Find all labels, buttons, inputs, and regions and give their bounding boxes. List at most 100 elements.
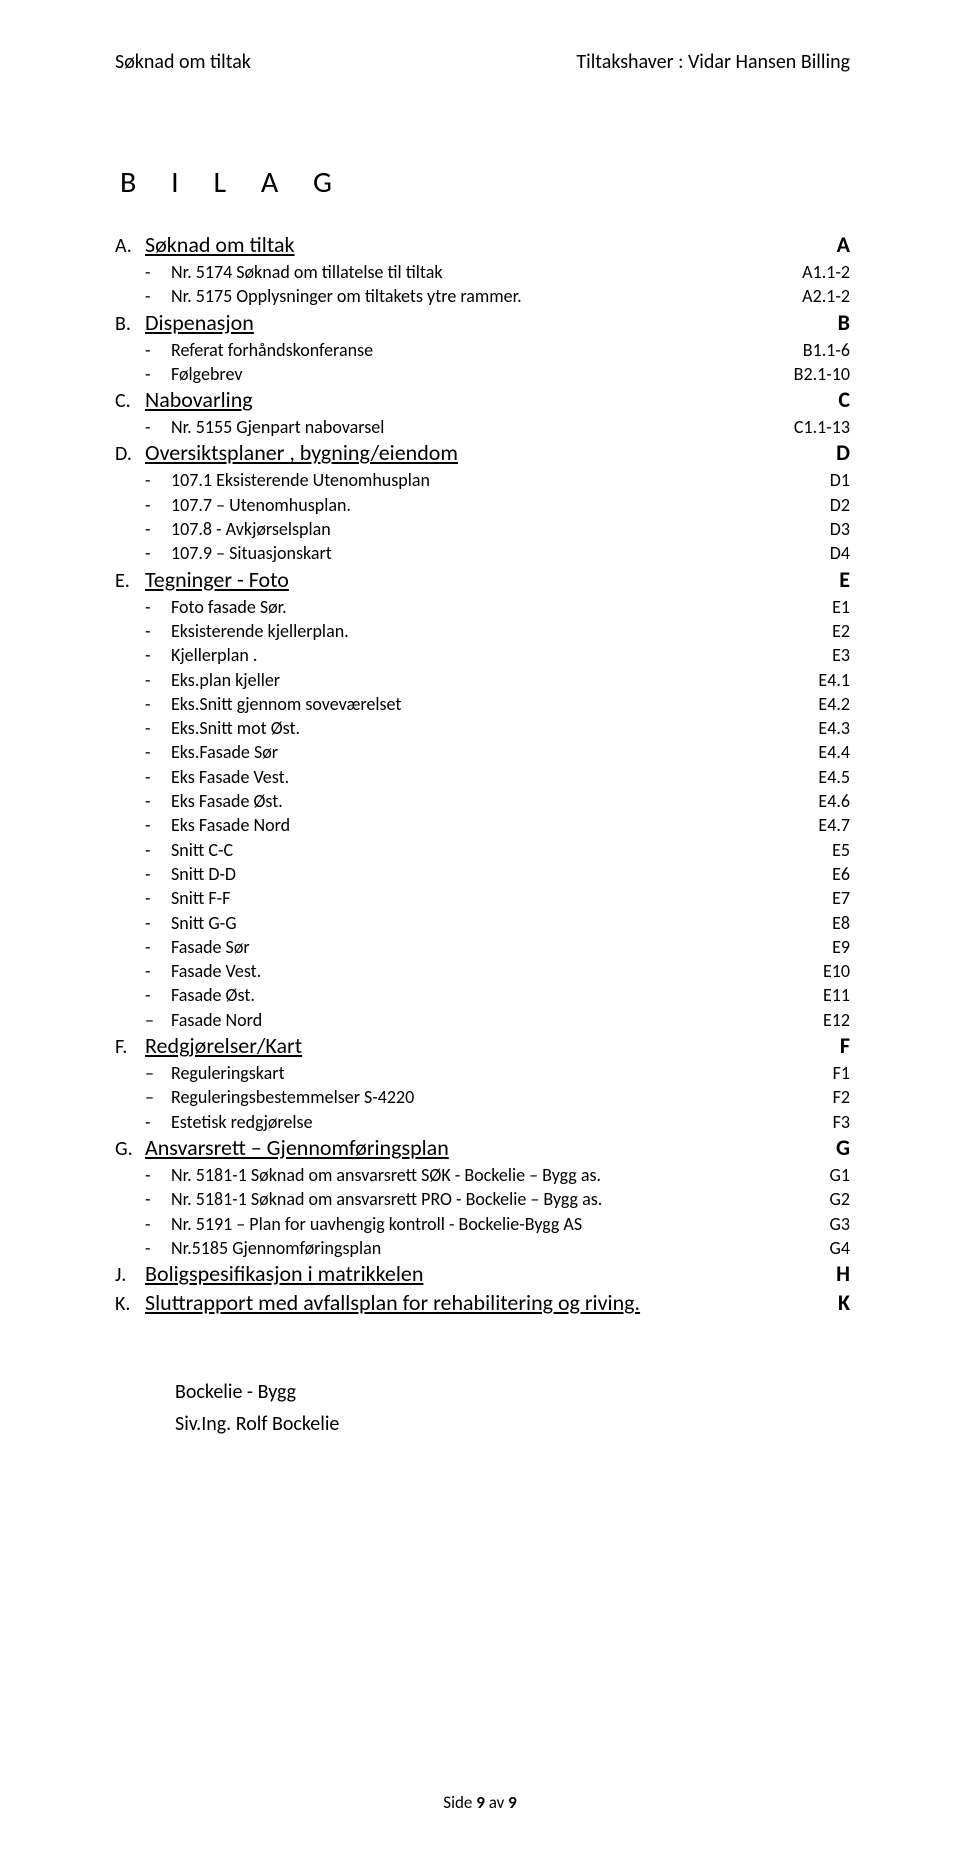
section-code: A bbox=[837, 231, 850, 258]
section-name: Boligspesifikasjon i matrikkelen bbox=[145, 1260, 423, 1287]
item-label: Foto fasade Sør. bbox=[171, 595, 287, 619]
item-label: Eks Fasade Øst. bbox=[171, 789, 283, 813]
list-item-left: -Nr. 5181-1 Søknad om ansvarsrett SØK - … bbox=[145, 1163, 601, 1187]
list-item: -107.9 – SituasjonskartD4 bbox=[115, 541, 850, 565]
section-header: J.Boligspesifikasjon i matrikkelenH bbox=[115, 1260, 850, 1287]
list-item-left: -Eksisterende kjellerplan. bbox=[145, 619, 349, 643]
section-code: H bbox=[836, 1260, 850, 1287]
item-label: Snitt C-C bbox=[171, 838, 233, 862]
item-code: E4.7 bbox=[818, 813, 850, 837]
header-right: Tiltakshaver : Vidar Hansen Billing bbox=[576, 50, 850, 74]
list-item: -107.1 Eksisterende UtenomhusplanD1 bbox=[115, 468, 850, 492]
list-item-left: -Snitt C-C bbox=[145, 838, 233, 862]
section-header-left: E.Tegninger - Foto bbox=[115, 566, 289, 593]
list-item: –Reguleringskart F1 bbox=[115, 1061, 850, 1085]
list-item: -107.8 - AvkjørselsplanD3 bbox=[115, 517, 850, 541]
item-code: E2 bbox=[832, 619, 850, 643]
section-name: Tegninger - Foto bbox=[145, 566, 289, 593]
item-code: E12 bbox=[823, 1008, 850, 1032]
item-label: Nr. 5191 – Plan for uavhengig kontroll -… bbox=[171, 1212, 582, 1236]
bullet-icon: - bbox=[145, 1236, 171, 1260]
bullet-icon: - bbox=[145, 886, 171, 910]
section-header: F.Redgjørelser/KartF bbox=[115, 1032, 850, 1059]
item-label: 107.7 – Utenomhusplan. bbox=[171, 493, 351, 517]
section-header-left: A.Søknad om tiltak bbox=[115, 231, 294, 258]
bullet-icon: – bbox=[145, 1061, 171, 1085]
section-name: Nabovarling bbox=[145, 386, 253, 413]
list-item: -Snitt F-FE7 bbox=[115, 886, 850, 910]
list-item-left: -Nr. 5174 Søknad om tillatelse til tilta… bbox=[145, 260, 443, 284]
item-code: E9 bbox=[832, 935, 850, 959]
list-item: -Foto fasade Sør. E1 bbox=[115, 595, 850, 619]
page-header: Søknad om tiltak Tiltakshaver : Vidar Ha… bbox=[115, 50, 850, 74]
list-item-left: -Fasade Sør bbox=[145, 935, 250, 959]
item-code: E11 bbox=[823, 983, 850, 1007]
list-item-left: -Eks Fasade Vest. bbox=[145, 765, 289, 789]
item-code: E4.3 bbox=[818, 716, 850, 740]
list-item-left: -Fasade Vest. bbox=[145, 959, 261, 983]
section-letter: A. bbox=[115, 234, 145, 258]
list-item: -Fasade Øst.E11 bbox=[115, 983, 850, 1007]
bullet-icon: - bbox=[145, 595, 171, 619]
item-code: F3 bbox=[833, 1110, 850, 1134]
item-label: Nr.5185 Gjennomføringsplan bbox=[171, 1236, 381, 1260]
item-label: 107.8 - Avkjørselsplan bbox=[171, 517, 331, 541]
item-code: G4 bbox=[830, 1236, 850, 1260]
footer-total: 9 bbox=[508, 1792, 517, 1813]
bullet-icon: - bbox=[145, 1212, 171, 1236]
list-item-left: -Eks.Snitt gjennom soveværelset bbox=[145, 692, 401, 716]
main-title: B I L A G bbox=[120, 164, 850, 201]
section-name: Søknad om tiltak bbox=[145, 231, 294, 258]
item-label: Fasade Sør bbox=[171, 935, 250, 959]
list-item-left: -Nr. 5181-1 Søknad om ansvarsrett PRO - … bbox=[145, 1187, 602, 1211]
section-header-left: F.Redgjørelser/Kart bbox=[115, 1032, 302, 1059]
section-header-left: D.Oversiktsplaner , bygning/eiendom bbox=[115, 439, 458, 466]
bullet-icon: – bbox=[145, 1085, 171, 1109]
section-code: G bbox=[836, 1134, 850, 1161]
item-code: E6 bbox=[832, 862, 850, 886]
list-item-left: -Kjellerplan . bbox=[145, 643, 257, 667]
bullet-icon: - bbox=[145, 983, 171, 1007]
bullet-icon: - bbox=[145, 813, 171, 837]
section-letter: K. bbox=[115, 1292, 145, 1316]
item-code: G2 bbox=[830, 1187, 850, 1211]
bullet-icon: - bbox=[145, 911, 171, 935]
list-item-left: -Eks.Fasade Sør bbox=[145, 740, 278, 764]
section-code: K bbox=[838, 1289, 850, 1316]
item-code: F2 bbox=[833, 1085, 850, 1109]
item-code: F1 bbox=[833, 1061, 850, 1085]
list-item: -Eksisterende kjellerplan. E2 bbox=[115, 619, 850, 643]
footer-page: 9 bbox=[476, 1792, 485, 1813]
sections-container: A.Søknad om tiltak A -Nr. 5174 Søknad om t… bbox=[115, 231, 850, 1316]
list-item: -Referat forhåndskonferanseB1.1-6 bbox=[115, 338, 850, 362]
list-item: -Kjellerplan .E3 bbox=[115, 643, 850, 667]
item-label: Reguleringsbestemmelser S-4220 bbox=[171, 1085, 414, 1109]
bullet-icon: - bbox=[145, 362, 171, 386]
item-label: Eks.plan kjeller bbox=[171, 668, 280, 692]
list-item: -Nr. 5191 – Plan for uavhengig kontroll … bbox=[115, 1212, 850, 1236]
bullet-icon: - bbox=[145, 541, 171, 565]
section-header: B.DispenasjonB bbox=[115, 309, 850, 336]
item-label: 107.1 Eksisterende Utenomhusplan bbox=[171, 468, 430, 492]
list-item-left: -Nr. 5191 – Plan for uavhengig kontroll … bbox=[145, 1212, 582, 1236]
list-item: -Estetisk redgjørelseF3 bbox=[115, 1110, 850, 1134]
section-code: B bbox=[838, 309, 850, 336]
list-item-left: -107.1 Eksisterende Utenomhusplan bbox=[145, 468, 430, 492]
item-code: E10 bbox=[823, 959, 850, 983]
item-code: E1 bbox=[832, 595, 850, 619]
list-item-left: -107.7 – Utenomhusplan. bbox=[145, 493, 351, 517]
item-label: Følgebrev bbox=[171, 362, 242, 386]
bullet-icon: - bbox=[145, 415, 171, 439]
bullet-icon: - bbox=[145, 493, 171, 517]
bullet-icon: - bbox=[145, 716, 171, 740]
list-item: -Eks Fasade Vest.E4.5 bbox=[115, 765, 850, 789]
item-label: Reguleringskart bbox=[171, 1061, 285, 1085]
section-name: Oversiktsplaner , bygning/eiendom bbox=[145, 439, 458, 466]
bullet-icon: – bbox=[145, 1008, 171, 1032]
list-item-left: -Snitt G-G bbox=[145, 911, 237, 935]
item-label: Eks Fasade Nord bbox=[171, 813, 290, 837]
list-item: -Eks.Fasade SørE4.4 bbox=[115, 740, 850, 764]
list-item: -Nr. 5181-1 Søknad om ansvarsrett PRO - … bbox=[115, 1187, 850, 1211]
bullet-icon: - bbox=[145, 692, 171, 716]
list-item: -Snitt D-DE6 bbox=[115, 862, 850, 886]
